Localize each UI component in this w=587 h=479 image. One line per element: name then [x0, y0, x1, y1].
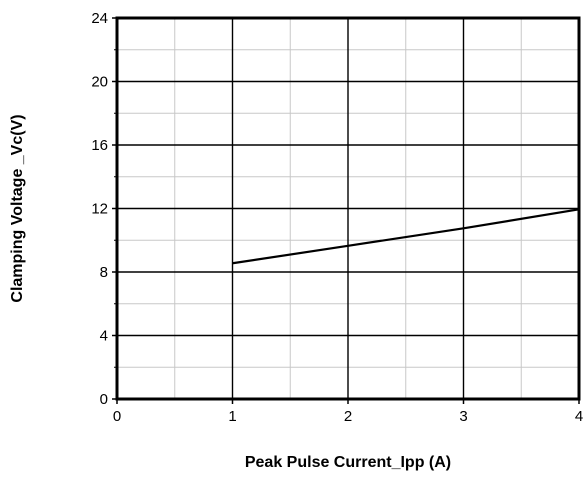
y-tick-label: 16 — [91, 137, 108, 154]
y-axis-title: Clamping Voltage _Vc(V) — [9, 114, 26, 302]
x-tick-label: 3 — [459, 408, 467, 425]
x-tick-label: 0 — [113, 408, 121, 425]
x-tick-label: 2 — [344, 408, 352, 425]
x-axis-title: Peak Pulse Current_Ipp (A) — [245, 454, 451, 471]
series-line — [232, 208, 580, 265]
y-tick-label: 4 — [100, 328, 108, 345]
y-tick-labels: 0 4 8 12 16 20 24 — [91, 10, 108, 408]
x-tick-labels: 0 1 2 3 4 — [113, 408, 583, 425]
y-tick-label: 0 — [100, 391, 108, 408]
x-tick-label: 1 — [228, 408, 236, 425]
x-tick-label: 4 — [575, 408, 583, 425]
major-grid — [117, 18, 579, 399]
y-tick-label: 20 — [91, 74, 108, 91]
y-tick-label: 8 — [100, 264, 108, 281]
axis-ticks — [112, 17, 580, 404]
y-tick-label: 24 — [91, 10, 108, 27]
y-tick-label: 12 — [91, 201, 108, 218]
